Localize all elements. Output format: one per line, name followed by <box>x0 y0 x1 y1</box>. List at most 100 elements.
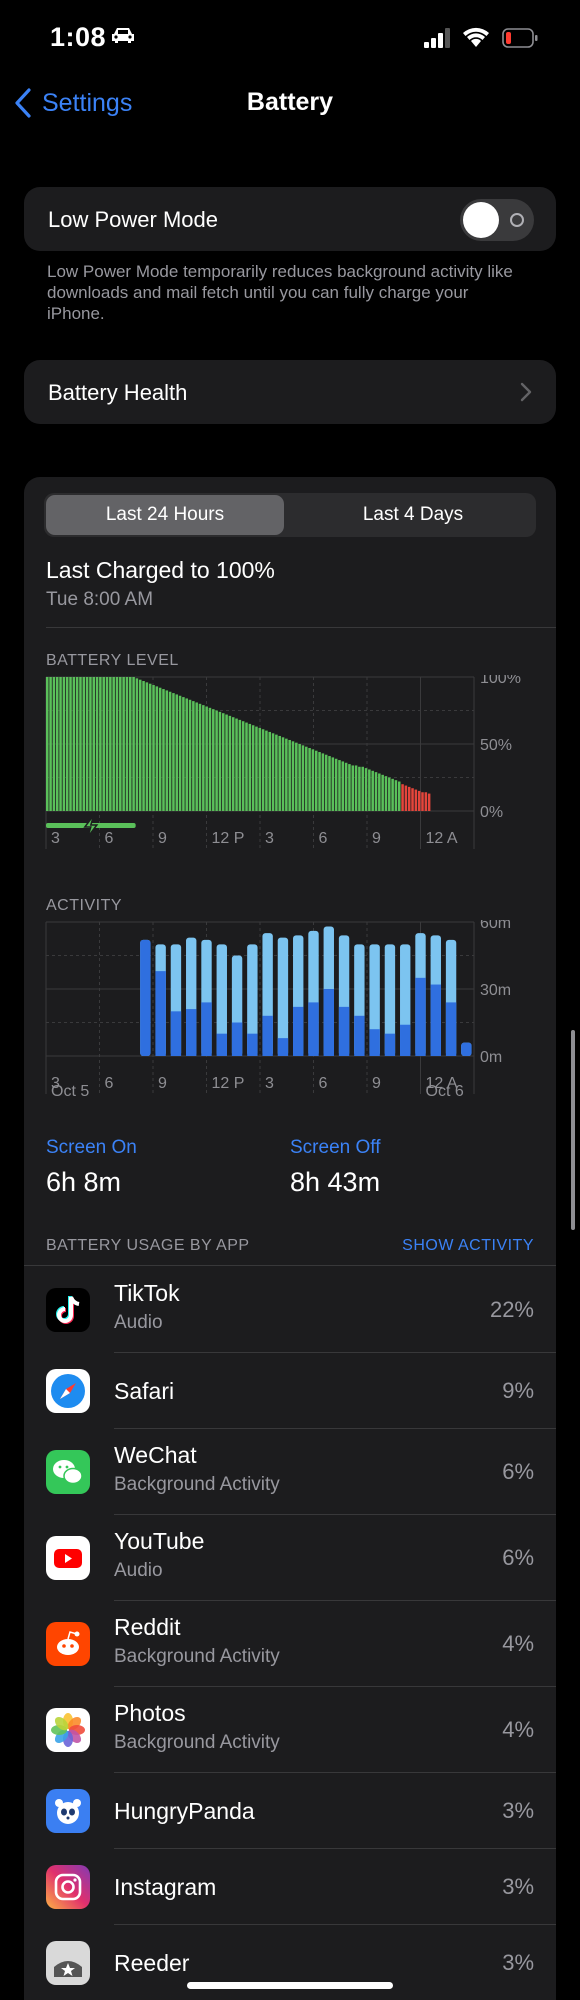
screen-on-bar <box>277 1038 289 1056</box>
x-tick-label: 3 <box>51 1075 60 1092</box>
battery-bar <box>414 789 418 811</box>
app-row-photos[interactable]: Photos Background Activity 4% <box>24 1687 556 1773</box>
battery-bar <box>404 785 408 811</box>
battery-health-row[interactable]: Battery Health <box>24 360 556 424</box>
battery-bar <box>341 761 345 811</box>
battery-bar <box>205 706 208 811</box>
car-icon <box>112 28 134 43</box>
screen-on-bar <box>461 1042 472 1056</box>
app-name: Photos <box>114 1700 186 1726</box>
screen-on-label: Screen On <box>46 1137 137 1158</box>
battery-bar <box>69 677 72 811</box>
screen-on-bar <box>415 977 426 1056</box>
battery-bar <box>265 730 268 811</box>
app-row-instagram[interactable]: Instagram 3% <box>24 1849 556 1925</box>
battery-bar <box>46 677 49 811</box>
usage-by-app-header: BATTERY USAGE BY APP <box>46 1237 250 1254</box>
battery-bar <box>49 677 52 811</box>
segment-last-4-days[interactable]: Last 4 Days <box>362 504 464 525</box>
chevron-right-icon <box>520 382 532 402</box>
youtube-icon <box>46 1536 90 1580</box>
home-indicator[interactable] <box>187 1982 393 1989</box>
app-name: YouTube <box>114 1528 205 1554</box>
app-percentage: 6% <box>502 1459 534 1484</box>
tiktok-icon <box>46 1288 90 1332</box>
battery-bar <box>301 745 305 811</box>
battery-bar <box>125 677 129 811</box>
app-name: TikTok <box>114 1280 180 1306</box>
low-power-mode-label: Low Power Mode <box>48 207 218 232</box>
screen-on-bar <box>262 1015 273 1056</box>
battery-bar <box>132 677 135 811</box>
battery-bar <box>344 762 348 811</box>
battery-bar <box>202 705 205 811</box>
screen-on-bar <box>308 1002 319 1056</box>
scrollbar[interactable] <box>571 1030 575 1230</box>
toggle-knob <box>463 202 499 238</box>
battery-bar <box>251 725 255 811</box>
battery-bar <box>198 703 202 811</box>
segment-last-24-hours[interactable]: Last 24 Hours <box>46 495 284 535</box>
screen-on-bar <box>338 1006 350 1056</box>
app-row-hungrypanda[interactable]: HungryPanda 3% <box>24 1773 556 1849</box>
battery-bar <box>138 679 142 811</box>
battery-bar <box>52 677 56 811</box>
battery-bar <box>92 677 96 811</box>
screen-on-bar <box>445 1002 457 1056</box>
app-row-safari[interactable]: Safari 9% <box>24 1353 556 1429</box>
battery-bar <box>182 697 185 811</box>
battery-bar <box>288 739 291 811</box>
battery-bar <box>85 677 89 811</box>
app-row-tiktok[interactable]: TikTok Audio 22% <box>24 1267 556 1353</box>
battery-bar <box>321 753 325 811</box>
low-power-mode-toggle[interactable] <box>460 199 534 241</box>
screen-off-label: Screen Off <box>290 1137 381 1158</box>
battery-bar <box>112 677 115 811</box>
battery-bar <box>381 774 384 811</box>
screen-off-bar <box>216 944 227 1056</box>
app-row-reddit[interactable]: Reddit Background Activity 4% <box>24 1601 556 1687</box>
screen-on-bar <box>384 1033 396 1056</box>
app-row-reeder[interactable]: Reeder 3% <box>24 1925 556 2000</box>
battery-bar <box>105 677 109 811</box>
battery-bar <box>208 707 212 811</box>
battery-bar <box>358 766 361 811</box>
battery-bar <box>99 677 102 811</box>
screen-on-bar <box>140 939 151 1056</box>
battery-bar <box>165 690 169 811</box>
show-activity-button[interactable]: SHOW ACTIVITY <box>402 1237 534 1254</box>
battery-bar <box>298 744 301 811</box>
back-button[interactable]: Settings <box>14 86 132 120</box>
battery-bar <box>188 699 192 811</box>
battery-health-label: Battery Health <box>48 380 188 405</box>
app-row-youtube[interactable]: YouTube Audio 6% <box>24 1515 556 1601</box>
battery-bar <box>192 701 195 811</box>
app-percentage: 9% <box>502 1378 534 1403</box>
battery-bar <box>371 770 374 811</box>
battery-bar <box>388 777 391 811</box>
x-tick-label: 9 <box>372 830 381 847</box>
x-tick-label: 3 <box>265 830 274 847</box>
battery-bar <box>135 678 139 811</box>
reeder-icon <box>46 1941 90 1985</box>
app-name: WeChat <box>114 1442 197 1468</box>
x-tick-label: 9 <box>158 1075 167 1092</box>
battery-bar <box>411 788 414 811</box>
reddit-icon <box>46 1622 90 1666</box>
battery-bar <box>238 719 242 811</box>
screen-on-bar <box>293 1006 304 1056</box>
battery-bar <box>407 786 411 811</box>
battery-bar <box>394 780 398 811</box>
battery-bar <box>72 677 76 811</box>
battery-bar <box>75 677 79 811</box>
battery-bar <box>231 717 235 811</box>
battery-bar <box>122 677 125 811</box>
x-tick-label: 6 <box>319 1075 328 1092</box>
battery-low-icon <box>502 28 538 48</box>
last-charged-time: Tue 8:00 AM <box>46 589 154 610</box>
battery-bar <box>89 677 92 811</box>
status-time: 1:08 <box>50 22 107 52</box>
app-row-wechat[interactable]: WeChat Background Activity 6% <box>24 1429 556 1515</box>
row-separator <box>114 1848 556 1849</box>
screen-on-bar <box>155 971 166 1056</box>
